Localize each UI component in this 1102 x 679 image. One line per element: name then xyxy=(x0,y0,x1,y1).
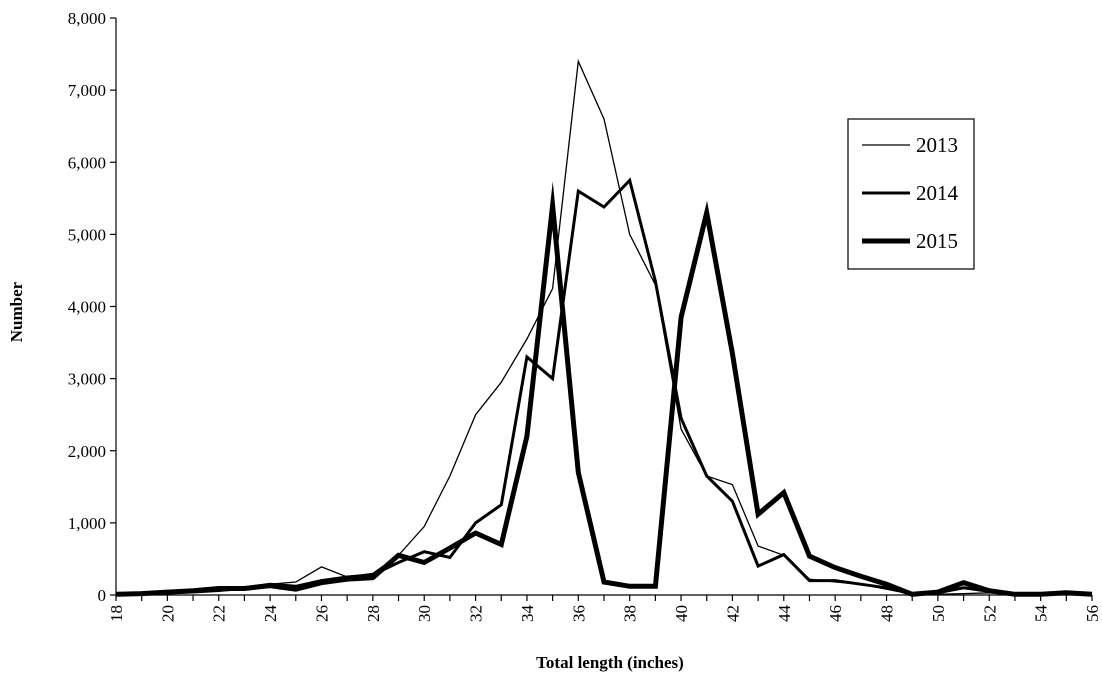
x-tick-label: 40 xyxy=(672,605,691,622)
x-tick-label: 46 xyxy=(826,605,845,622)
x-tick-label: 52 xyxy=(980,605,999,622)
x-tick-label: 32 xyxy=(467,605,486,622)
legend-label-2015: 2015 xyxy=(916,229,958,253)
y-tick-label: 1,000 xyxy=(68,514,106,533)
x-tick-label: 34 xyxy=(518,605,537,623)
y-tick-label: 2,000 xyxy=(68,442,106,461)
x-tick-label: 56 xyxy=(1083,605,1102,622)
legend-label-2013: 2013 xyxy=(916,133,958,157)
x-tick-label: 50 xyxy=(929,605,948,622)
x-tick-label: 26 xyxy=(312,605,331,622)
y-tick-label: 7,000 xyxy=(68,81,106,100)
x-tick-label: 42 xyxy=(723,605,742,622)
x-tick-label: 24 xyxy=(261,605,280,623)
y-tick-label: 8,000 xyxy=(68,9,106,28)
y-tick-label: 5,000 xyxy=(68,225,106,244)
x-tick-label: 22 xyxy=(210,605,229,622)
legend-label-2014: 2014 xyxy=(916,181,959,205)
legend: 2013 2014 2015 xyxy=(847,118,975,270)
x-tick-label: 44 xyxy=(775,605,794,623)
x-tick-label: 18 xyxy=(107,605,126,622)
x-axis-ticks: 18 20 22 24 26 28 30 32 34 36 38 40 42 44 46 48 50 52 54 56 xyxy=(107,595,1102,622)
y-tick-label: 3,000 xyxy=(68,370,106,389)
x-tick-label: 38 xyxy=(621,605,640,622)
y-axis-title: Number xyxy=(7,281,26,342)
x-tick-label: 54 xyxy=(1032,605,1051,623)
x-tick-label: 30 xyxy=(415,605,434,622)
x-axis-title: Total length (inches) xyxy=(536,653,684,672)
x-tick-label: 20 xyxy=(158,605,177,622)
x-tick-label: 36 xyxy=(569,605,588,622)
y-axis-ticks: 0 1,000 2,000 3,000 4,000 5,000 6,000 7,000 8,00… xyxy=(68,9,116,605)
y-tick-label: 4,000 xyxy=(68,298,106,317)
y-tick-label: 6,000 xyxy=(68,153,106,172)
y-tick-label: 0 xyxy=(98,586,107,605)
x-tick-label: 48 xyxy=(878,605,897,622)
x-tick-label: 28 xyxy=(364,605,383,622)
plot-area: 0 1,000 2,000 3,000 4,000 5,000 6,000 7,000 8,00… xyxy=(68,9,1102,622)
series-line-2015 xyxy=(115,181,1093,597)
series-lines xyxy=(115,58,1093,597)
